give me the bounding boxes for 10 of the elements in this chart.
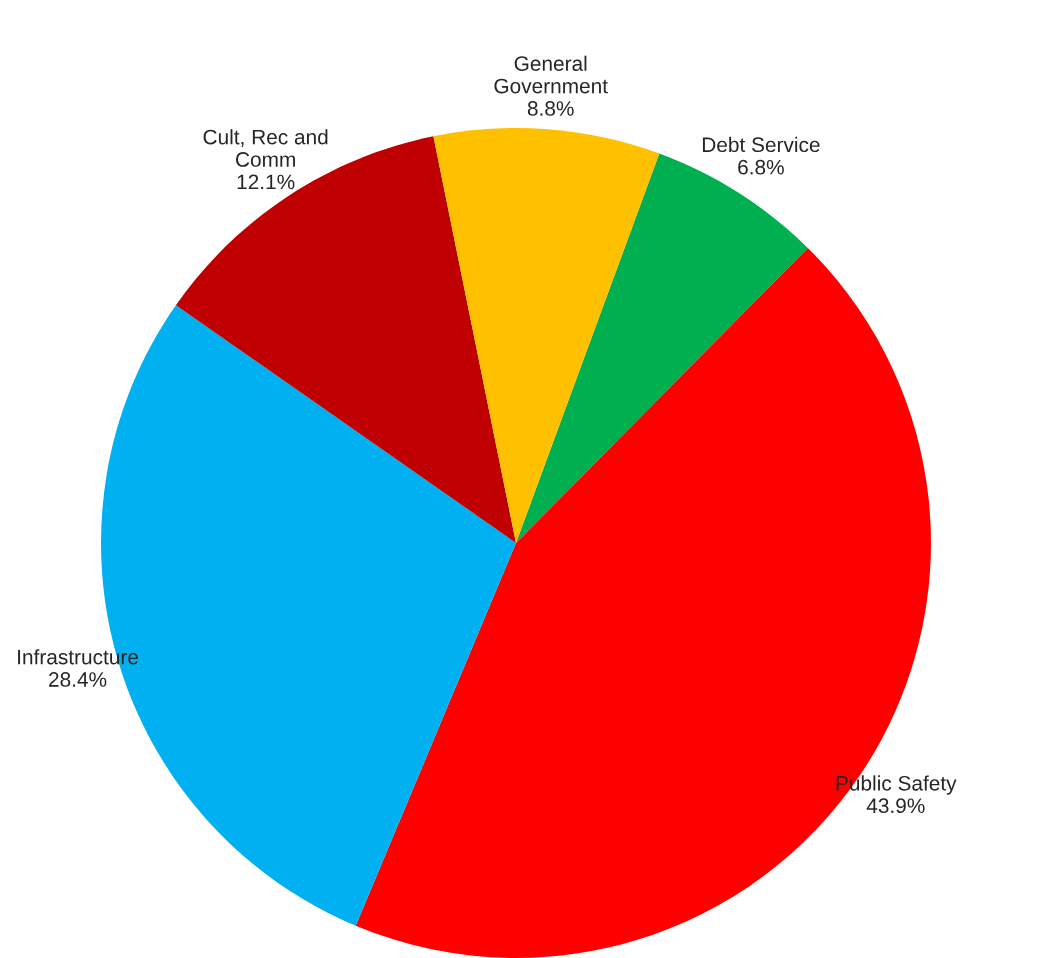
data-label: 8.8%	[527, 101, 574, 116]
pie-slice	[516, 153, 808, 543]
data-label: 28.4%	[49, 672, 107, 687]
slice-label: Debt Service	[702, 136, 820, 153]
slice-label: Cult, Rec and Comm	[203, 129, 328, 167]
pie-slice	[433, 128, 660, 543]
slice-label: General Government	[494, 55, 608, 94]
data-label: 12.1%	[237, 174, 295, 190]
data-label: 43.9%	[866, 798, 925, 814]
data-label: 6.8%	[738, 159, 784, 175]
